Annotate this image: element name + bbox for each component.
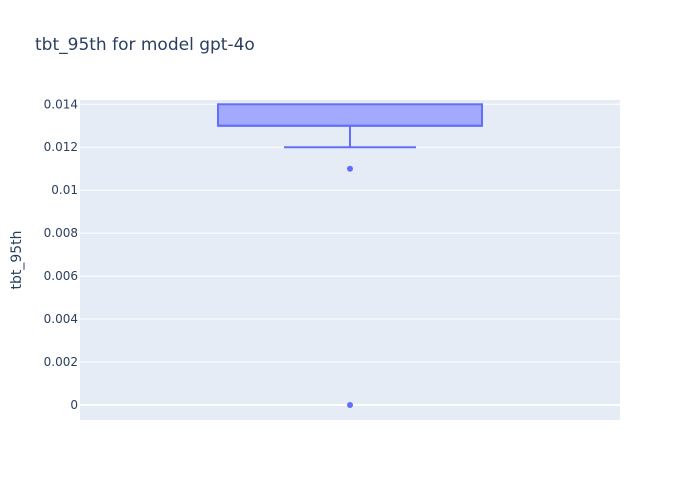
box-body xyxy=(217,103,483,127)
y-tick-label: 0.012 xyxy=(44,140,78,154)
box-trace xyxy=(217,103,483,408)
y-tick-label: 0.014 xyxy=(44,97,78,111)
outlier-point xyxy=(347,165,353,172)
outlier-point xyxy=(347,401,353,408)
y-tick-label: 0.01 xyxy=(51,183,78,197)
y-tick-label: 0.004 xyxy=(44,312,78,326)
y-tick-label: 0.006 xyxy=(44,269,78,283)
y-tick-label: 0.008 xyxy=(44,226,78,240)
y-tick-label: 0 xyxy=(70,398,78,412)
gridlines xyxy=(80,103,620,406)
y-axis-ticks: 0 0.002 0.004 0.006 0.008 0.01 0.012 0.014 xyxy=(44,97,78,412)
plot-area xyxy=(80,100,620,420)
y-tick-label: 0.002 xyxy=(44,355,78,369)
y-axis-label: tbt_95th xyxy=(9,230,25,289)
chart-title: tbt_95th for model gpt-4o xyxy=(35,35,255,55)
